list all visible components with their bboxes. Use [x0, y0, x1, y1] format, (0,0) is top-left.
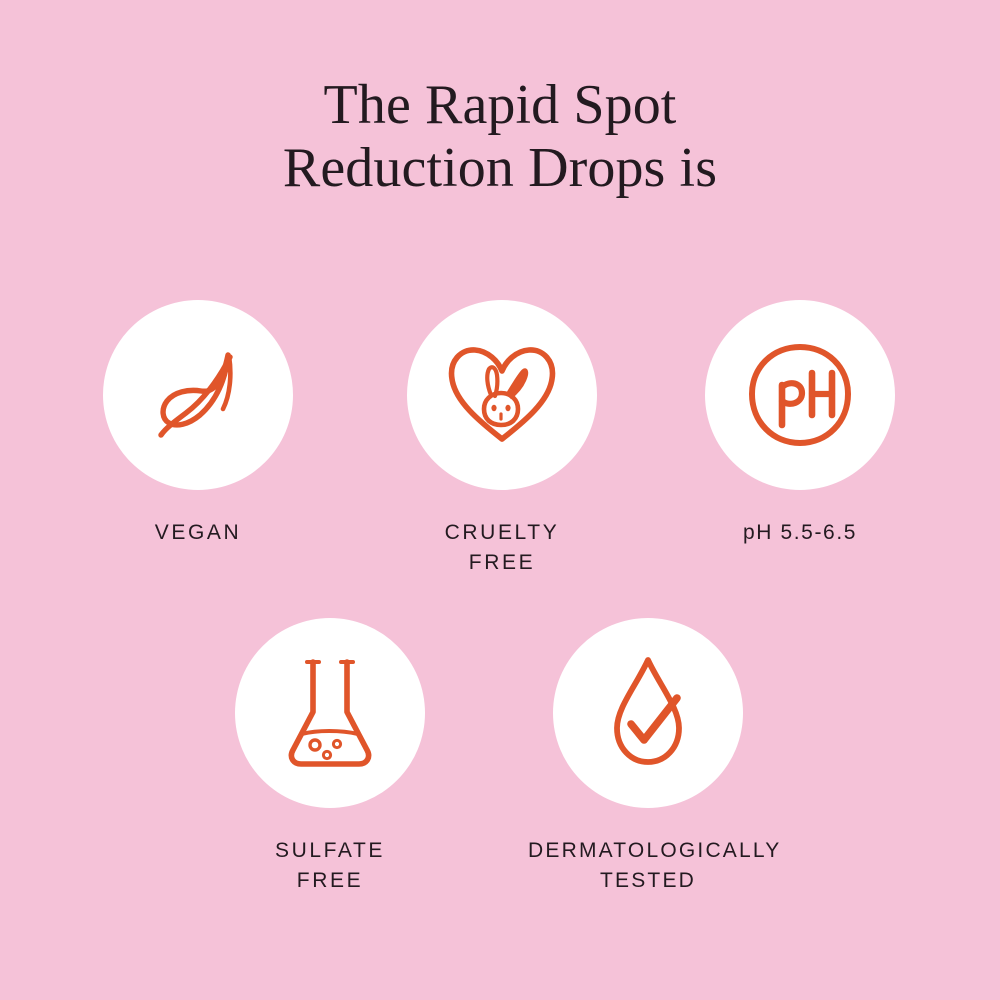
badge-disc [553, 618, 743, 808]
page-title: The Rapid Spot Reduction Drops is [282, 74, 718, 199]
flask-icon [275, 650, 385, 776]
badge-label: DERMATOLOGICALLY TESTED [528, 839, 782, 892]
badge-disc [407, 300, 597, 490]
badge-label: pH 5.5-6.5 [742, 521, 858, 544]
badge-cruelty-free: CRUELTY FREE [382, 300, 622, 578]
badge-ph: pH 5.5-6.5 [680, 300, 920, 548]
badge-label: SULFATE FREE [274, 839, 385, 892]
leaf-icon [138, 335, 258, 455]
badge-sulfate-free: SULFATE FREE [210, 618, 450, 896]
heart-bunny-icon [439, 335, 565, 455]
ph-circle-icon [738, 333, 862, 457]
badge-disc [103, 300, 293, 490]
badge-disc [235, 618, 425, 808]
badge-disc [705, 300, 895, 490]
badge-dermatologically-tested: DERMATOLOGICALLY TESTED [528, 618, 782, 896]
badge-label: VEGAN [154, 521, 242, 544]
badge-label: CRUELTY FREE [444, 521, 560, 574]
badge-vegan: VEGAN [78, 300, 318, 548]
droplet-check-icon [593, 650, 703, 776]
